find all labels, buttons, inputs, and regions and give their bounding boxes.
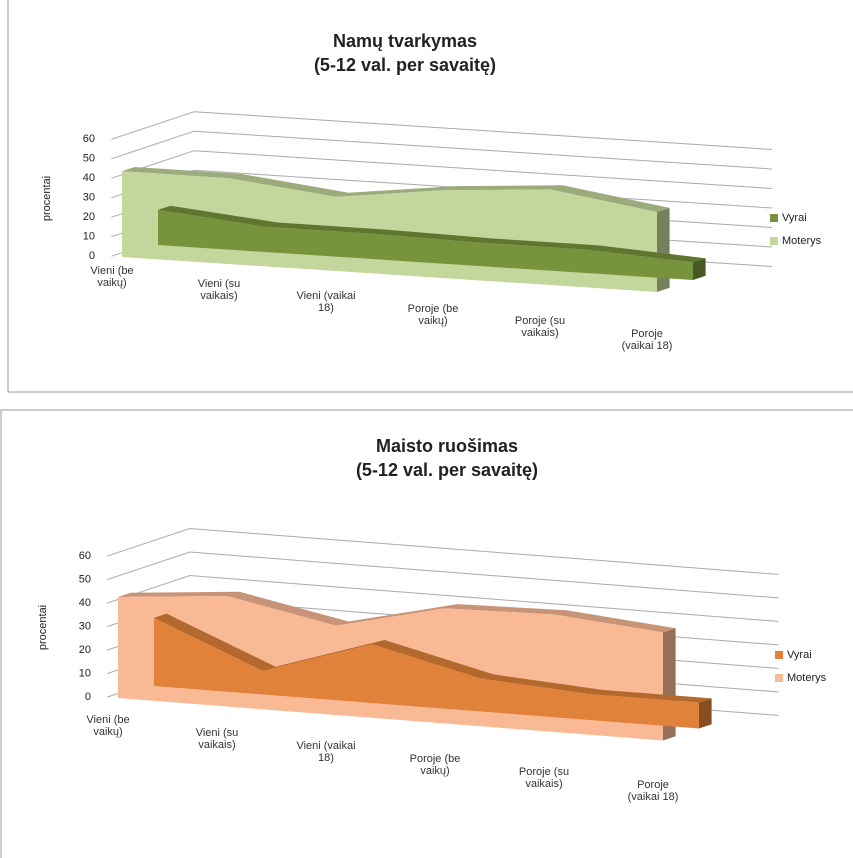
y-tick-label: 0 [89,250,95,262]
x-tick-label: Poroje (su vaikais) [518,766,570,790]
legend-label: Vyrai [782,212,807,224]
legend-label: Moterys [787,672,827,684]
x-tick-label: Vieni (be vaikų) [86,714,130,738]
y-tick-label: 20 [83,211,95,223]
y-tick-label: 60 [83,133,95,145]
area-side [657,207,670,292]
y-tick-label: 30 [83,192,95,204]
y-axis-label: procentai [41,176,53,221]
legend-swatch [775,651,783,659]
y-tick-label: 50 [83,153,95,165]
x-tick-label: Vieni (su vaikais) [195,727,239,751]
x-tick-label: Poroje (be vaikų) [407,302,459,327]
panel-border [7,0,853,393]
legend-swatch [770,237,778,245]
x-tick-label: Poroje (vaikai 18) [621,327,673,352]
area [154,617,699,729]
chart-title: Namų tvarkymas [333,31,477,51]
y-tick-label: 40 [83,172,95,184]
grid-line [106,527,779,575]
y-tick-label: 0 [85,691,91,703]
area-side [693,258,706,280]
area-top [158,205,706,263]
x-tick-label: Poroje (vaikai 18) [627,779,679,803]
grid-line [111,111,772,150]
x-tick-label: Vieni (vaikai 18) [296,290,356,314]
y-tick-label: 10 [83,231,95,243]
x-tick-label: Vieni (vaikai 18) [296,740,356,764]
x-tick-label: Poroje (be vaikų) [409,753,461,777]
grid-line [106,551,779,599]
area-top [118,591,676,633]
y-tick-label: 20 [79,644,91,656]
legend-swatch [775,674,783,682]
chart-subtitle: (5-12 val. per savaitę) [356,460,538,480]
x-tick-label: Poroje (su vaikais) [514,315,566,339]
area-side [699,698,712,729]
grid-line [111,130,772,170]
chart-title: Maisto ruošimas [376,436,518,456]
legend-swatch [770,214,778,222]
chart-subtitle: (5-12 val. per savaitę) [314,55,496,75]
y-tick-label: 30 [79,621,91,633]
y-tick-label: 60 [79,550,91,562]
y-tick-label: 40 [79,597,91,609]
legend-label: Vyrai [787,649,812,661]
y-tick-label: 10 [79,668,91,680]
x-tick-label: Vieni (be vaikų) [90,265,134,289]
y-tick-label: 50 [79,574,91,586]
x-tick-label: Vieni (su vaikais) [197,277,241,302]
panel-border [0,409,853,858]
area-top [122,167,670,213]
area [158,209,693,280]
y-axis-label: procentai [37,605,49,650]
legend-label: Moterys [782,235,822,247]
area-top [154,613,712,703]
